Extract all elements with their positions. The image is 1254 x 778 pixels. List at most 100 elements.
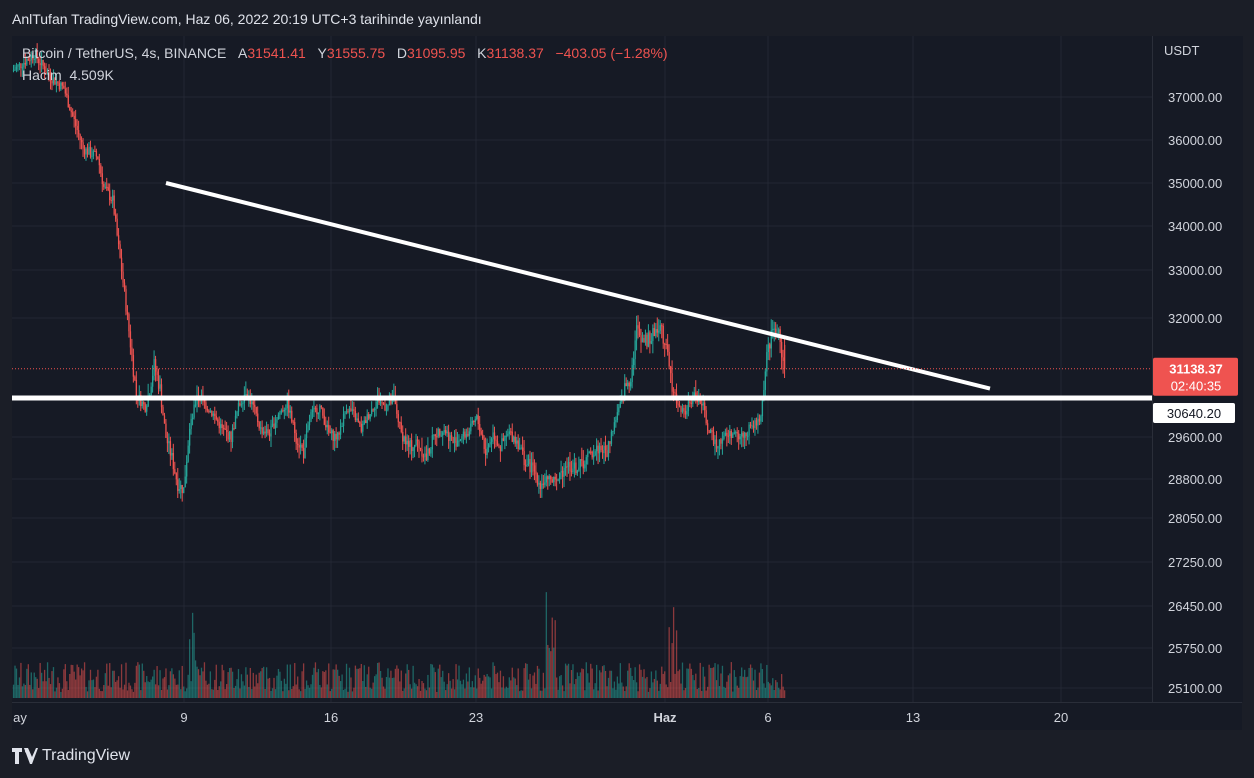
volume-bar bbox=[718, 686, 721, 698]
volume-bar bbox=[430, 663, 432, 698]
volume-bar bbox=[187, 674, 189, 698]
candle-body bbox=[606, 450, 608, 457]
symbol-name[interactable]: Bitcoin / TetherUS, 4s, BINANCE bbox=[22, 45, 227, 61]
volume-bar bbox=[661, 666, 663, 698]
candle-body bbox=[288, 398, 290, 413]
volume-bar bbox=[387, 668, 389, 698]
candle-body bbox=[73, 115, 75, 120]
volume-bar bbox=[73, 671, 75, 698]
candle-body bbox=[174, 469, 176, 474]
volume-bar bbox=[42, 681, 44, 698]
volume-bar bbox=[566, 665, 568, 698]
volume-bar bbox=[199, 675, 201, 698]
candle-body bbox=[375, 401, 377, 409]
volume-bar bbox=[596, 664, 598, 698]
candle-body bbox=[538, 482, 540, 485]
volume-bar bbox=[137, 662, 139, 698]
candle-body bbox=[353, 409, 355, 412]
volume-bar bbox=[70, 664, 72, 698]
candle-body bbox=[709, 429, 712, 434]
candle-body bbox=[560, 470, 562, 473]
candle-body bbox=[100, 165, 102, 174]
volume-bar bbox=[683, 690, 685, 698]
candle-body bbox=[134, 376, 136, 380]
volume-bar bbox=[633, 680, 635, 698]
candle-body bbox=[772, 328, 774, 331]
volume-bar bbox=[291, 688, 293, 698]
time-scale[interactable] bbox=[12, 702, 1242, 731]
volume-bar bbox=[257, 683, 259, 698]
volume-bar bbox=[152, 676, 154, 698]
volume-bar bbox=[526, 663, 528, 698]
low-label: D bbox=[396, 45, 408, 61]
candle-body bbox=[70, 110, 72, 113]
volume-bar bbox=[560, 675, 562, 698]
candle-body bbox=[723, 435, 725, 440]
volume-bar bbox=[699, 662, 701, 698]
candle-body bbox=[729, 431, 731, 437]
volume-bar bbox=[455, 664, 457, 698]
candle-body bbox=[561, 470, 564, 477]
volume-bar bbox=[692, 675, 694, 698]
volume-bar bbox=[733, 670, 735, 698]
candle-body bbox=[379, 402, 382, 404]
candle-body bbox=[191, 417, 194, 420]
candle-body bbox=[615, 419, 617, 423]
volume-bar bbox=[285, 683, 287, 698]
volume-bar bbox=[332, 669, 334, 698]
volume-bar bbox=[120, 664, 123, 698]
candle-body bbox=[245, 394, 247, 396]
volume-bar bbox=[421, 680, 423, 698]
volume-bar bbox=[218, 686, 220, 698]
candle-body bbox=[440, 435, 442, 437]
volume-bar bbox=[160, 689, 163, 698]
volume-bar bbox=[616, 676, 619, 698]
candle-body bbox=[510, 431, 512, 433]
volume-bar bbox=[223, 670, 225, 698]
candle-body bbox=[63, 85, 65, 89]
volume-bar bbox=[442, 670, 444, 698]
candle-body bbox=[255, 406, 257, 414]
volume-bar bbox=[171, 668, 173, 698]
tradingview-logo[interactable]: TradingView bbox=[12, 747, 130, 765]
volume-bar bbox=[335, 664, 337, 698]
candle-body bbox=[286, 398, 288, 409]
volume-bar bbox=[27, 664, 29, 698]
candle-body bbox=[177, 479, 179, 491]
volume-bar bbox=[485, 676, 487, 698]
candle-body bbox=[775, 328, 777, 336]
candle-body bbox=[593, 455, 595, 458]
price-tick-label: 28050.00 bbox=[1168, 511, 1222, 526]
volume-bar bbox=[194, 660, 197, 698]
volume-bar bbox=[24, 685, 27, 698]
volume-bar bbox=[723, 686, 725, 698]
volume-bar bbox=[372, 682, 374, 698]
volume-bar bbox=[684, 687, 687, 698]
volume-bar bbox=[243, 685, 246, 698]
candle-body bbox=[271, 423, 274, 426]
volume-bar bbox=[556, 677, 558, 698]
volume-bar bbox=[510, 680, 512, 698]
candle-body bbox=[61, 82, 64, 86]
candle-body bbox=[452, 436, 454, 444]
candle-body bbox=[107, 187, 109, 191]
volume-bar bbox=[211, 689, 213, 698]
volume-bar bbox=[606, 686, 608, 698]
volume-bar bbox=[174, 678, 176, 698]
candle-body bbox=[239, 403, 241, 406]
volume-bar bbox=[705, 690, 707, 698]
volume-bar bbox=[453, 689, 456, 698]
volume-bar bbox=[268, 677, 271, 698]
volume-bar bbox=[591, 668, 593, 698]
candle-body bbox=[21, 67, 24, 69]
candle-body bbox=[82, 142, 84, 149]
volume-bar bbox=[539, 690, 542, 698]
candle-body bbox=[631, 365, 633, 383]
volume-bar bbox=[249, 667, 251, 698]
candle-body bbox=[613, 422, 616, 432]
candle-body bbox=[154, 359, 157, 372]
volume-bar bbox=[129, 685, 132, 698]
volume-bar bbox=[674, 673, 676, 698]
volume-bar bbox=[505, 686, 508, 698]
candle-body bbox=[323, 415, 325, 425]
